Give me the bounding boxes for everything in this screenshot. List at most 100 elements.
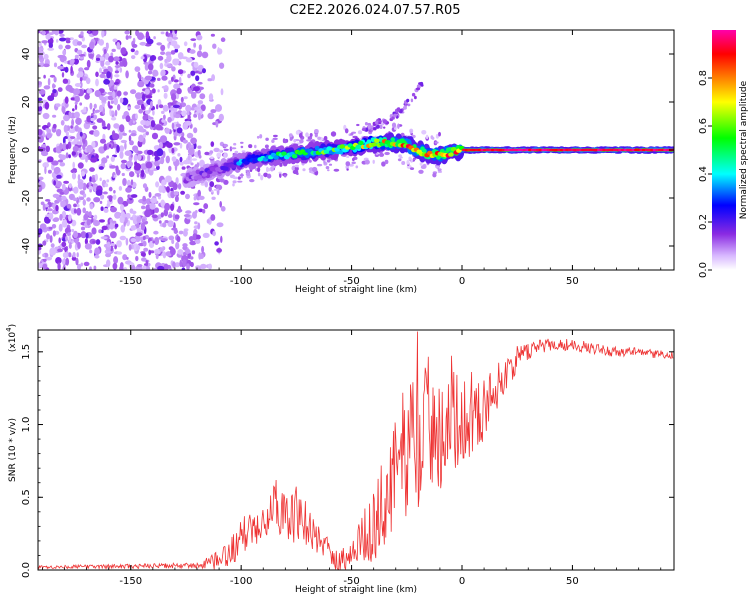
noise-speckle <box>103 78 110 85</box>
noise-speckle <box>158 220 162 224</box>
noise-speckle <box>174 214 180 220</box>
spectrogram-y-axis: -40 -20 0 20 40 <box>21 29 674 271</box>
snr-multiplier-base: (x10 <box>8 332 18 353</box>
noise-speckle <box>77 181 84 190</box>
noise-speckle <box>158 104 164 109</box>
x-tick-label: 50 <box>566 276 579 287</box>
noise-speckle <box>208 263 212 270</box>
noise-speckle <box>58 44 63 50</box>
noise-speckle <box>77 162 84 169</box>
transition-speckle <box>397 123 400 129</box>
noise-speckle <box>74 95 80 103</box>
noise-speckle <box>113 190 116 194</box>
noise-speckle <box>136 99 144 106</box>
noise-speckle <box>55 103 61 108</box>
noise-speckle <box>177 249 184 255</box>
snr-multiplier-exp: 4 <box>5 327 13 332</box>
noise-speckle <box>76 41 83 46</box>
noise-speckle <box>190 70 196 76</box>
noise-speckle <box>121 172 125 177</box>
noise-speckle <box>52 230 57 237</box>
ridge-halo-2 <box>366 139 372 144</box>
noise-speckle <box>89 203 94 210</box>
noise-speckle <box>124 30 130 35</box>
noise-speckle <box>76 252 79 258</box>
noise-speckle <box>38 129 43 136</box>
noise-speckle <box>57 248 63 253</box>
transition-speckle <box>378 152 385 157</box>
noise-speckle <box>88 181 92 187</box>
noise-speckle <box>142 240 147 247</box>
transition-speckle <box>327 169 330 172</box>
noise-speckle <box>61 106 65 113</box>
colorbar-tick-label: 0.0 <box>698 262 709 278</box>
transition-speckle <box>198 154 202 159</box>
noise-speckle <box>121 97 129 106</box>
transition-speckle <box>406 160 410 165</box>
noise-speckle <box>198 208 204 213</box>
noise-speckle <box>92 125 98 130</box>
noise-speckle <box>140 163 148 170</box>
noise-speckle <box>113 97 118 106</box>
noise-speckle <box>122 59 128 67</box>
x-tick-label: -150 <box>119 576 142 587</box>
noise-speckle <box>171 227 178 231</box>
ridge-halo-2 <box>251 154 256 159</box>
noise-speckle <box>111 48 116 53</box>
transition-speckle <box>248 144 253 149</box>
transition-speckle <box>311 166 318 173</box>
ridge-core <box>291 154 298 159</box>
noise-speckle <box>47 169 52 174</box>
noise-speckle <box>103 143 108 151</box>
noise-speckle <box>72 145 79 152</box>
transition-speckle <box>299 139 304 144</box>
noise-speckle <box>167 42 170 49</box>
noise-speckle <box>196 50 203 58</box>
noise-speckle <box>79 56 85 60</box>
transition-speckle <box>437 170 443 173</box>
noise-speckle <box>52 89 57 94</box>
noise-speckle <box>88 185 94 191</box>
noise-speckle <box>53 62 58 68</box>
ridge-core <box>339 144 346 149</box>
noise-speckle <box>43 85 51 90</box>
noise-speckle <box>105 253 112 258</box>
noise-speckle <box>148 70 153 75</box>
noise-speckle <box>125 70 129 79</box>
noise-speckle <box>154 207 159 213</box>
noise-speckle <box>38 97 43 102</box>
noise-speckle <box>197 100 204 105</box>
noise-speckle <box>185 57 193 63</box>
noise-speckle <box>93 129 100 137</box>
noise-speckle <box>45 128 49 131</box>
spectrogram-panel: -150 -100 -50 0 50 -40 -20 0 20 40 Height of str… <box>8 29 675 295</box>
noise-speckle <box>161 110 165 114</box>
transition-speckle <box>259 134 263 139</box>
noise-speckle <box>165 175 172 183</box>
transition-speckle <box>240 141 244 144</box>
noise-speckle <box>91 217 94 223</box>
noise-speckle <box>138 134 144 143</box>
noise-speckle <box>112 133 120 141</box>
noise-speckle <box>73 203 77 208</box>
noise-speckle <box>79 102 83 106</box>
transition-speckle <box>333 168 340 172</box>
noise-speckle <box>175 242 180 250</box>
transition-speckle <box>425 134 429 140</box>
transition-speckle <box>185 193 190 200</box>
noise-speckle <box>137 71 141 79</box>
noise-speckle <box>126 179 131 187</box>
noise-speckle <box>119 235 127 241</box>
noise-speckle <box>38 53 43 60</box>
noise-speckle <box>106 259 111 268</box>
noise-speckle <box>181 110 187 117</box>
noise-speckle <box>185 104 192 113</box>
noise-speckle <box>73 208 77 214</box>
transition-speckle <box>397 158 402 162</box>
noise-speckle <box>130 133 137 137</box>
noise-speckle <box>108 144 112 148</box>
noise-speckle <box>174 30 178 34</box>
noise-speckle <box>123 267 128 270</box>
transition-speckle <box>346 155 350 158</box>
noise-speckle <box>99 67 102 74</box>
